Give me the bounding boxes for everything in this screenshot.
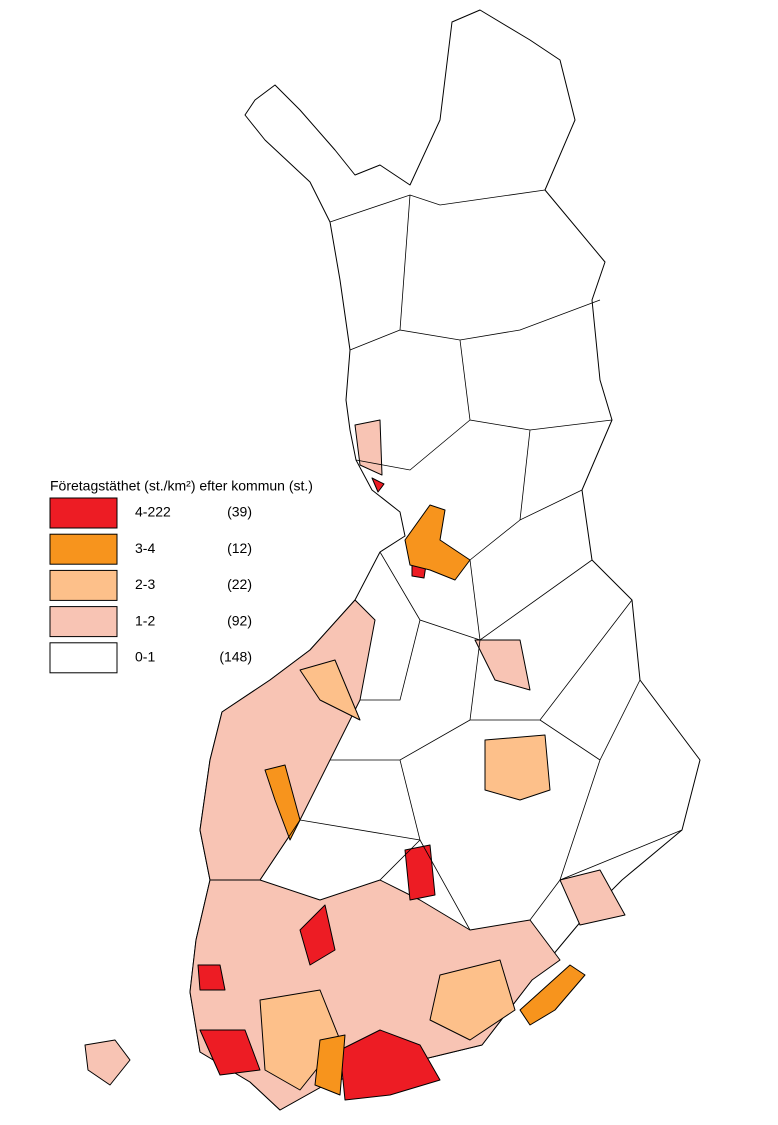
legend-count: (92) [227,612,252,628]
legend-count: (22) [227,576,252,592]
finland-map [84,9,701,1111]
region [339,1029,441,1101]
legend-title: Företagstäthet (st./km²) efter kommun (s… [50,478,313,494]
legend-label: 1-2 [135,612,155,628]
legend-label: 3-4 [135,540,155,556]
legend-swatch [49,606,118,638]
legend: Företagstäthet (st./km²) efter kommun (s… [49,478,313,674]
legend-swatch [49,642,118,674]
legend-count: (39) [227,504,252,520]
region [314,1034,346,1096]
legend-swatch [49,533,118,565]
legend-label: 4-222 [135,504,171,520]
legend-label: 2-3 [135,576,155,592]
region [264,764,301,841]
region [371,477,385,493]
region [559,869,626,926]
region [299,659,361,721]
aland-islands [84,1039,131,1086]
region [429,959,516,1041]
region [519,964,586,1026]
region [299,904,336,966]
legend-count: (148) [219,649,252,665]
region [404,844,436,901]
region [199,1029,261,1076]
municipality-borders [259,189,683,931]
legend-count: (12) [227,540,252,556]
region [197,964,226,991]
legend-swatch [49,569,118,601]
legend-label: 0-1 [135,649,155,665]
legend-swatch [49,497,118,529]
region [474,639,531,691]
region [484,734,551,801]
